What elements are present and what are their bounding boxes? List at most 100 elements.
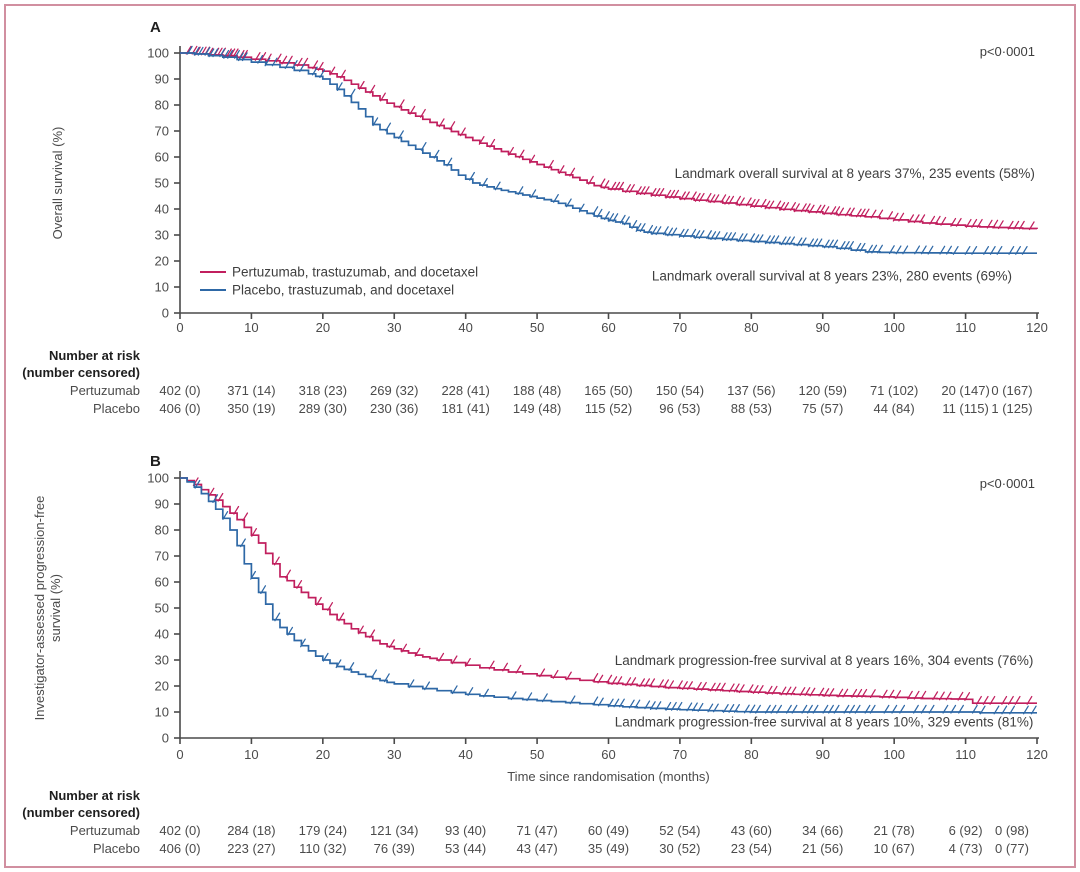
at-risk-row-label: Placebo (93, 401, 140, 416)
censor-mark (317, 61, 324, 71)
censor-mark (619, 214, 626, 224)
censor-mark (719, 682, 726, 692)
censor-mark (997, 220, 1004, 230)
censor-mark (291, 60, 298, 69)
censor-mark (217, 492, 224, 502)
censor-mark (599, 178, 606, 188)
y-tick-label: 60 (155, 150, 169, 165)
x-tick-label: 30 (387, 320, 401, 335)
censor-mark (823, 206, 830, 216)
censor-mark (650, 187, 657, 197)
censor-mark (808, 204, 815, 214)
at-risk-value: 110 (32) (299, 841, 347, 856)
censor-mark (517, 186, 524, 196)
censor-mark (588, 175, 594, 185)
censor-mark (957, 691, 964, 701)
censor-mark (785, 686, 792, 696)
censor-mark (336, 82, 343, 92)
censor-mark (773, 235, 780, 245)
censor-mark (1009, 705, 1016, 715)
censor-mark (851, 688, 858, 698)
censor-mark (630, 677, 637, 687)
censor-mark (340, 69, 346, 79)
censor-mark (996, 245, 1003, 255)
at-risk-value: 60 (49) (587, 823, 630, 838)
censor-mark (639, 186, 646, 196)
y-tick-label: 80 (155, 98, 169, 113)
censor-mark (529, 154, 536, 164)
censor-mark (697, 702, 704, 712)
y-tick-label: 0 (162, 731, 169, 746)
censor-mark (1030, 705, 1037, 715)
censor-mark (776, 704, 782, 714)
censor-mark (398, 99, 405, 109)
x-tick-label: 0 (176, 747, 183, 762)
censor-mark (204, 46, 211, 56)
censor-mark (775, 200, 782, 210)
censor-mark (322, 652, 329, 662)
censor-mark (771, 685, 778, 695)
x-tick-label: 100 (883, 320, 905, 335)
censor-mark (883, 704, 890, 714)
censor-mark (928, 704, 935, 714)
y-tick-label: 50 (155, 176, 169, 191)
censor-mark (1021, 245, 1028, 255)
censor-mark (801, 704, 808, 714)
at-risk-value: 188 (48) (512, 383, 562, 398)
censor-mark (786, 704, 792, 714)
censor-mark (753, 198, 760, 208)
censor-mark (420, 141, 427, 151)
censor-mark (677, 680, 683, 690)
censor-mark (684, 191, 690, 201)
censor-mark (208, 48, 215, 58)
censor-mark (234, 49, 240, 59)
censor-mark (913, 704, 919, 714)
censor-mark (828, 704, 834, 714)
censor-mark (757, 234, 764, 244)
at-risk-value: 269 (32) (370, 383, 419, 398)
censor-mark (644, 678, 651, 688)
censor-mark (260, 585, 267, 595)
censor-mark (920, 690, 927, 700)
censor-mark (424, 681, 431, 691)
censor-mark (483, 688, 489, 698)
y-tick-label: 100 (147, 471, 169, 486)
censor-mark (388, 639, 395, 649)
y-axis-title: Investigator-assessed progression-free (32, 496, 47, 721)
censor-mark (502, 662, 508, 672)
censor-mark (838, 207, 845, 217)
censor-mark (212, 48, 219, 58)
at-risk-value: 230 (36) (370, 401, 419, 416)
censor-mark (927, 245, 934, 255)
censor-mark (446, 157, 453, 167)
censor-mark (348, 662, 355, 671)
censor-mark (655, 226, 662, 236)
censor-mark (888, 245, 895, 255)
censor-mark (721, 232, 728, 242)
censor-mark (682, 228, 689, 238)
censor-mark (539, 668, 546, 678)
at-risk-value: 1 (125) (991, 401, 1033, 416)
censor-mark (420, 108, 426, 118)
censor-mark (920, 245, 927, 255)
km-curve (180, 477, 1037, 705)
censor-mark (1008, 695, 1014, 705)
censor-mark (578, 203, 585, 213)
censor-mark (914, 245, 921, 255)
landmark-annotation: Landmark overall survival at 8 years 37%… (675, 166, 1035, 181)
censor-mark (694, 192, 701, 202)
censor-mark (226, 48, 232, 58)
x-tick-label: 40 (458, 747, 472, 762)
censor-mark (242, 49, 248, 59)
y-tick-label: 10 (155, 705, 169, 720)
censor-mark (749, 233, 756, 243)
x-tick-label: 80 (744, 320, 758, 335)
at-risk-value: 0 (167) (991, 383, 1033, 398)
censor-mark (971, 704, 978, 714)
x-axis-title: Time since randomisation (months) (507, 769, 710, 784)
censor-mark (510, 691, 517, 701)
censor-mark (764, 200, 771, 210)
censor-mark (757, 685, 764, 694)
censor-mark (194, 479, 201, 489)
censor-mark (950, 704, 957, 714)
